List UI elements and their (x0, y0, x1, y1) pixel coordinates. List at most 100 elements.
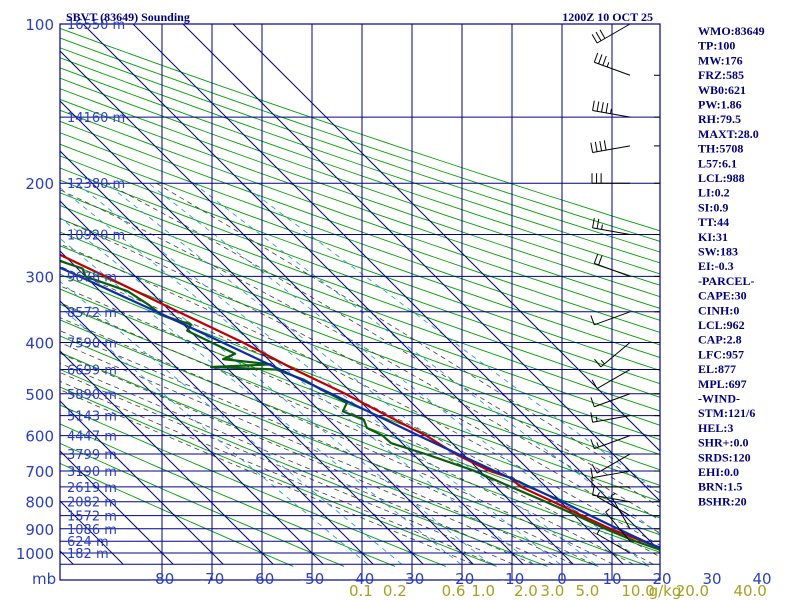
temperature-label: -80 (150, 570, 175, 588)
wind-staff (592, 415, 631, 423)
height-label: 10920 m (67, 229, 125, 244)
moist-adiabat (60, 217, 660, 534)
wind-barb (590, 393, 631, 408)
wind-barb (610, 492, 631, 530)
wind-staff (596, 369, 631, 389)
wind-half-feather (606, 62, 610, 68)
wind-barb (590, 467, 631, 479)
isotherm (60, 450, 174, 565)
index-value: MPL:697 (698, 377, 747, 391)
wind-feather (592, 217, 595, 228)
pressure-label: 200 (25, 175, 54, 193)
index-value: HEL:3 (698, 421, 733, 435)
wind-feather (590, 142, 594, 153)
mixing-ratio-label: 2.0 (514, 582, 538, 600)
wind-half-feather (610, 108, 612, 114)
wind-barb (591, 476, 630, 488)
series-dewpoint (60, 259, 660, 551)
temperature-label: 20 (652, 570, 671, 588)
moist-adiabat (60, 362, 534, 565)
height-label: 182 m (67, 547, 109, 562)
index-value: LCL:962 (698, 318, 745, 332)
dry-adiabat (60, 155, 660, 371)
mixing-ratio-label: 0.1 (349, 582, 373, 600)
index-value: MW:176 (698, 53, 743, 67)
dry-adiabat (60, 167, 660, 385)
moist-adiabat (60, 302, 634, 565)
index-value: PW:1.86 (698, 98, 742, 112)
wind-staff (592, 145, 631, 153)
plot-frame (59, 23, 661, 581)
isotherm (0, 24, 23, 564)
wind-half-feather (610, 492, 616, 497)
dry-adiabat (60, 273, 660, 502)
wind-staff (610, 495, 631, 530)
height-label: 5143 m (67, 410, 117, 425)
dry-adiabat (60, 205, 660, 426)
temperature-label: -10 (500, 570, 525, 588)
pressure-label: 100 (25, 16, 54, 34)
wind-staff (605, 511, 631, 542)
height-label: 7590 m (67, 336, 117, 351)
series-temperature (60, 253, 660, 549)
index-value: -WIND- (698, 392, 740, 406)
mixing-ratio-line (76, 182, 561, 565)
wind-staff (596, 23, 631, 44)
isotherm (60, 250, 374, 565)
index-value: SRDS:120 (698, 450, 751, 464)
pressure-label: 300 (25, 268, 54, 286)
height-label: 5890 m (67, 388, 117, 403)
moist-adiabat (156, 182, 660, 494)
wind-staff (592, 494, 631, 503)
wind-feather (599, 140, 603, 152)
dry-adiabat (60, 143, 660, 359)
mixing-ratio-line (240, 182, 660, 494)
wind-feather (602, 55, 607, 66)
wind-barb (593, 253, 631, 277)
wind-feather (591, 379, 598, 389)
isotherm (60, 300, 324, 565)
wind-half-feather (596, 529, 601, 535)
isotherm (60, 150, 474, 565)
wind-half-feather (605, 508, 610, 513)
wind-feather (592, 100, 595, 111)
pressure-label: 400 (25, 334, 54, 352)
dry-adiabat (60, 132, 660, 346)
dry-adiabat (60, 57, 660, 264)
temperature-label: -40 (350, 570, 375, 588)
dry-adiabat (60, 192, 660, 412)
index-value: -PARCEL- (698, 274, 754, 288)
chart-datetime: 1200Z 10 OCT 25 (562, 10, 653, 24)
dry-adiabat (60, 98, 660, 309)
mixing-ratio-line (60, 237, 461, 565)
wind-barb (591, 23, 631, 44)
index-value: KI:31 (698, 230, 728, 244)
moist-adiabat (60, 372, 514, 565)
pressure-label: 1000 (16, 545, 54, 563)
index-value: L57:6.1 (698, 156, 737, 170)
moist-adiabat (60, 389, 474, 565)
wind-feather (591, 464, 598, 474)
moist-adiabat (60, 243, 660, 546)
temperature-label: -30 (400, 570, 425, 588)
wind-feather (594, 358, 602, 368)
index-value: WB0:621 (698, 83, 746, 97)
index-value: CAPE:30 (698, 289, 747, 303)
wind-barb (590, 435, 631, 450)
isotherm (60, 400, 224, 565)
indices-panel: WMO:83649TP:100MW:176FRZ:585WB0:621PW:1.… (698, 24, 765, 508)
height-label: 6699 m (67, 364, 117, 379)
temperature-label: 0 (557, 570, 567, 588)
index-value: EL:877 (698, 362, 736, 376)
wind-staff (594, 262, 631, 277)
index-value: CAP:2.8 (698, 333, 742, 347)
wind-feather (590, 412, 594, 423)
index-value: LFC:957 (698, 347, 744, 361)
mixing-ratio-line (60, 187, 534, 565)
moist-adiabat (60, 189, 660, 521)
temperature-label: 30 (702, 570, 721, 588)
dry-adiabat (60, 259, 660, 486)
temperature-label: 40 (752, 570, 771, 588)
index-value: CINH:0 (698, 303, 739, 317)
index-value: SHR+:0.0 (698, 436, 749, 450)
